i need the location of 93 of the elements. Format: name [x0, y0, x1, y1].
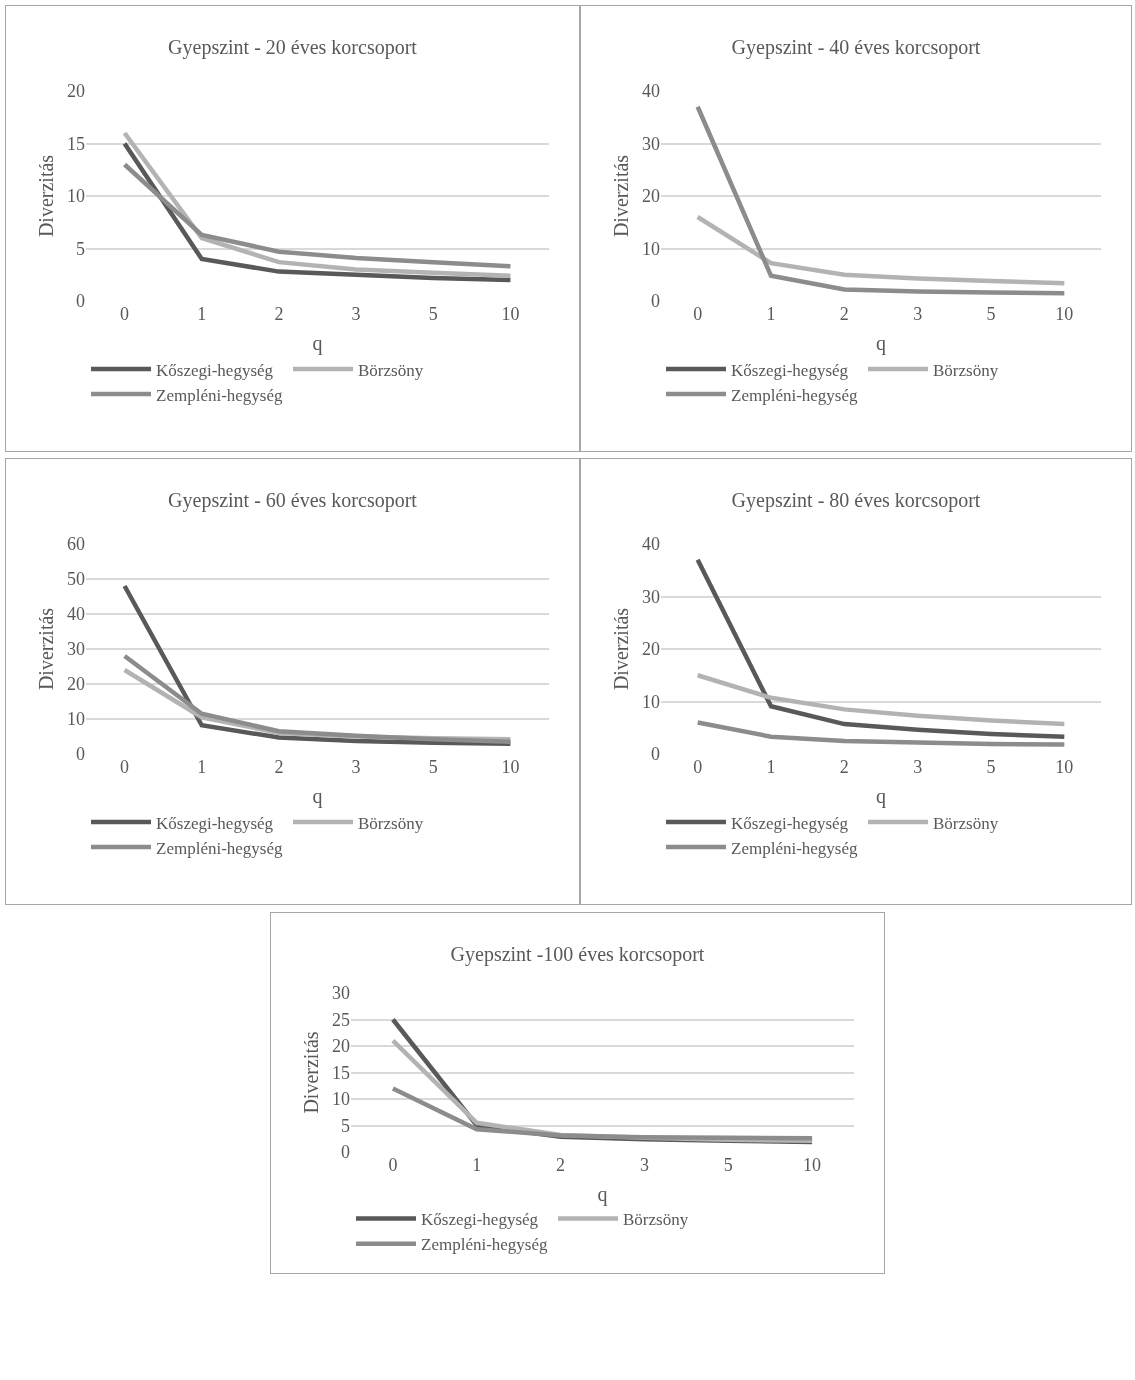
x-tick-label: 0	[388, 1155, 398, 1175]
y-tick-label: 20	[67, 674, 85, 695]
y-tick-label: 5	[76, 238, 85, 259]
legend-label: Kőszegi-hegység	[156, 813, 274, 833]
x-axis-title: q	[312, 331, 323, 355]
chart-title: Gyepszint - 80 éves korcsoport	[731, 489, 981, 512]
x-tick-label: 10	[501, 757, 520, 777]
legend-label: Zempléni-hegység	[731, 838, 859, 858]
chart-title: Gyepszint - 60 éves korcsoport	[168, 489, 418, 512]
y-tick-label: 20	[67, 81, 85, 102]
legend-label: Zempléni-hegység	[156, 838, 284, 858]
line-series	[695, 214, 1067, 286]
x-tick-label: 1	[472, 1155, 482, 1175]
line-series	[122, 583, 513, 747]
x-axis-title: q	[876, 784, 886, 808]
legend-label: Börzsöny	[933, 813, 999, 833]
y-tick-label: 30	[642, 133, 660, 154]
y-axis-title: Diverzitás	[609, 607, 632, 691]
x-tick-label: 2	[556, 1155, 566, 1175]
x-tick-label: 1	[197, 304, 207, 324]
x-axis-title: q	[876, 331, 886, 355]
x-tick-label: 0	[120, 304, 130, 324]
y-tick-label: 30	[67, 639, 85, 660]
x-tick-label: 3	[913, 757, 923, 777]
line-series	[695, 557, 1067, 739]
y-axis-title: Diverzitás	[34, 154, 57, 238]
legend-label: Kőszegi-hegység	[421, 1210, 539, 1230]
y-tick-label: 60	[67, 534, 85, 555]
y-axis-title: Diverzitás	[299, 1031, 322, 1114]
legend-label: Kőszegi-hegység	[731, 360, 849, 380]
x-axis-title: q	[597, 1182, 608, 1206]
y-tick-label: 10	[67, 709, 85, 730]
legend-label: Börzsöny	[933, 360, 999, 380]
x-tick-label: 10	[1055, 304, 1074, 324]
y-tick-label: 10	[642, 691, 660, 712]
x-tick-label: 5	[986, 304, 996, 324]
x-tick-label: 3	[639, 1155, 649, 1175]
chart-title: Gyepszint - 20 éves korcsoport	[168, 36, 418, 59]
x-tick-label: 5	[428, 304, 438, 324]
y-tick-label: 5	[341, 1115, 350, 1136]
y-tick-label: 10	[642, 238, 660, 259]
x-tick-label: 1	[197, 757, 207, 777]
y-tick-label: 25	[332, 1009, 350, 1030]
legend-label: Zempléni-hegység	[156, 385, 284, 405]
x-tick-label: 0	[693, 757, 703, 777]
y-tick-label: 10	[67, 186, 85, 207]
legend-label: Börzsöny	[358, 360, 424, 380]
x-tick-label: 0	[120, 757, 130, 777]
x-tick-label: 5	[986, 757, 996, 777]
x-tick-label: 3	[351, 757, 361, 777]
x-tick-label: 10	[803, 1155, 822, 1175]
legend-label: Zempléni-hegység	[421, 1235, 549, 1255]
x-tick-label: 10	[1055, 757, 1074, 777]
x-tick-label: 0	[693, 304, 703, 324]
y-tick-label: 20	[332, 1036, 350, 1057]
x-tick-label: 3	[351, 304, 361, 324]
x-tick-label: 2	[839, 304, 849, 324]
y-tick-label: 20	[642, 639, 660, 660]
line-series	[695, 673, 1067, 727]
x-tick-label: 3	[913, 304, 923, 324]
y-tick-label: 40	[67, 604, 85, 625]
y-tick-label: 30	[642, 586, 660, 607]
line-series	[122, 162, 513, 269]
x-tick-label: 2	[839, 757, 849, 777]
y-tick-label: 30	[332, 983, 350, 1004]
x-tick-label: 1	[766, 304, 776, 324]
y-tick-label: 50	[67, 569, 85, 590]
legend-label: Börzsöny	[623, 1210, 689, 1230]
x-tick-label: 2	[274, 304, 284, 324]
y-tick-label: 15	[67, 133, 85, 154]
x-tick-label: 5	[428, 757, 438, 777]
y-axis-title: Diverzitás	[609, 154, 632, 238]
x-axis-title: q	[312, 784, 323, 808]
y-tick-label: 20	[642, 186, 660, 207]
legend-label: Kőszegi-hegység	[731, 813, 849, 833]
x-tick-label: 5	[723, 1155, 733, 1175]
line-series	[390, 1086, 815, 1141]
y-tick-label: 15	[332, 1062, 350, 1083]
y-axis-title: Diverzitás	[34, 607, 57, 691]
x-tick-label: 10	[501, 304, 520, 324]
x-tick-label: 2	[274, 757, 284, 777]
x-tick-label: 1	[766, 757, 776, 777]
chart-title: Gyepszint - 40 éves korcsoport	[731, 36, 981, 59]
line-series	[122, 653, 513, 744]
line-series	[695, 104, 1067, 296]
y-tick-label: 40	[642, 81, 660, 102]
legend-label: Börzsöny	[358, 813, 424, 833]
y-tick-label: 10	[332, 1089, 350, 1110]
legend-label: Zempléni-hegység	[731, 385, 859, 405]
legend-label: Kőszegi-hegység	[156, 360, 274, 380]
line-series	[695, 720, 1067, 747]
chart-title: Gyepszint -100 éves korcsoport	[450, 943, 705, 966]
y-tick-label: 40	[642, 534, 660, 555]
